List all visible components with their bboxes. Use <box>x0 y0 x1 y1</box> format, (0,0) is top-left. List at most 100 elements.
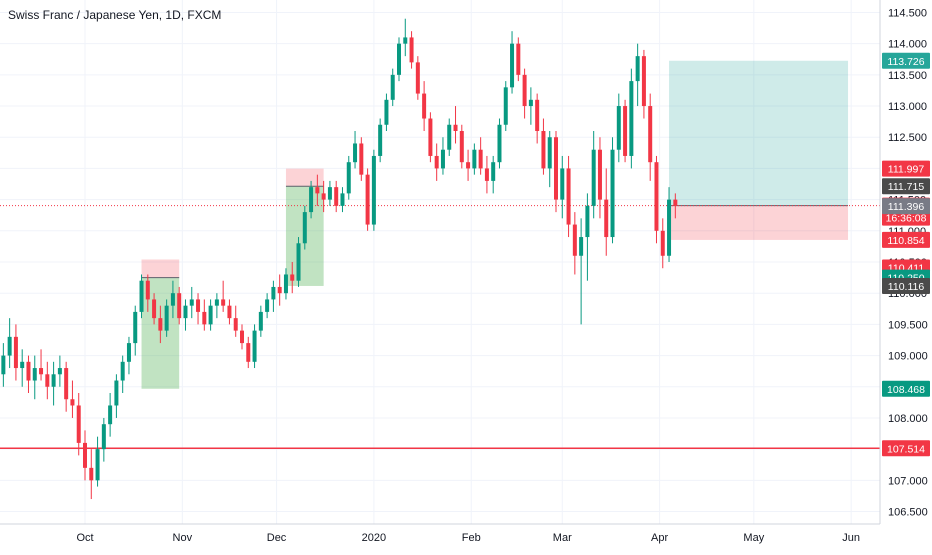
candle-body <box>51 374 56 387</box>
candle-body <box>214 299 219 306</box>
candle-body <box>89 467 94 481</box>
price-label-badge <box>882 198 930 215</box>
candle-body <box>522 74 527 107</box>
y-tick-label: 106.500 <box>888 507 928 519</box>
position-stop-zone <box>285 168 324 187</box>
candle-body <box>503 87 508 125</box>
candle-body <box>397 43 401 75</box>
candle-body <box>139 280 144 312</box>
candle-body <box>585 205 590 238</box>
price-label-badge <box>882 178 930 195</box>
candle-body <box>233 318 238 331</box>
x-tick-label: Feb <box>462 532 481 544</box>
candle-body <box>334 187 339 206</box>
y-tick-label: 114.000 <box>888 39 927 51</box>
candle-body <box>76 405 81 443</box>
candle-body <box>101 424 106 450</box>
x-tick-label: Oct <box>76 532 93 544</box>
price-label-badge <box>882 231 930 248</box>
candle-body <box>604 199 609 238</box>
price-label-text: 107.514 <box>887 443 925 455</box>
candle-body <box>635 56 640 82</box>
candle-body <box>623 106 628 156</box>
candle-body <box>560 168 565 200</box>
candle-body <box>629 81 634 156</box>
candle-body <box>415 62 420 94</box>
candle-body <box>535 99 540 131</box>
y-tick-label: 107.000 <box>888 475 928 487</box>
candle-body <box>114 380 119 406</box>
candle-body <box>428 118 433 156</box>
candle-body <box>283 274 288 294</box>
candle-body <box>453 124 458 131</box>
x-tick-label: Jun <box>842 532 860 544</box>
x-tick-label: Mar <box>553 532 572 544</box>
y-tick-label: 112.500 <box>888 132 927 144</box>
candle-body <box>491 162 496 181</box>
candle-body <box>346 162 351 194</box>
candle-body <box>422 93 427 119</box>
candle-body <box>327 187 332 200</box>
candle-body <box>26 361 31 381</box>
candle-body <box>579 237 584 256</box>
candle-body <box>641 56 646 107</box>
candle-body <box>240 330 244 344</box>
candle-body <box>70 399 75 406</box>
candle-body <box>321 193 326 200</box>
candle-body <box>7 336 12 356</box>
candle-body <box>591 149 596 206</box>
price-label-badge <box>882 440 930 457</box>
price-label-text: 111.997 <box>888 164 925 176</box>
candle-body <box>177 293 182 319</box>
x-tick-label: Nov <box>173 532 193 544</box>
candle-body <box>378 124 383 156</box>
x-tick-label: Apr <box>651 532 668 544</box>
candle-body <box>57 368 62 375</box>
candle-body <box>20 361 25 369</box>
candle-body <box>271 286 276 300</box>
position-stop-zone <box>669 205 849 240</box>
candle-body <box>152 299 157 319</box>
y-tick-label: 109.000 <box>888 351 928 363</box>
candle-body <box>572 224 577 256</box>
candle-body <box>258 311 263 331</box>
candle-body <box>164 305 169 331</box>
candle-body <box>478 149 483 169</box>
candle-body <box>13 336 18 369</box>
price-label-text: 108.468 <box>887 384 925 396</box>
candle-body <box>466 162 471 169</box>
candle-body <box>434 155 439 169</box>
candle-body <box>309 187 314 213</box>
candle-body <box>667 199 672 256</box>
candle-body <box>660 230 665 256</box>
candle-body <box>516 43 521 75</box>
position-stop-zone <box>141 259 180 278</box>
price-label-badge <box>882 277 930 294</box>
candle-body <box>616 106 621 150</box>
candle-body <box>246 343 251 362</box>
candle-body <box>610 149 615 238</box>
candle-body <box>459 131 464 163</box>
candle-body <box>359 143 364 175</box>
candle-body <box>541 131 546 169</box>
candle-body <box>1 355 6 375</box>
chart-title: Swiss Franc / Japanese Yen, 1D, FXCM <box>8 8 222 22</box>
candle-body <box>654 162 659 231</box>
y-tick-label: 108.000 <box>888 413 928 425</box>
candle-body <box>497 124 502 163</box>
candle-body <box>189 299 194 306</box>
candle-body <box>554 137 558 200</box>
price-label-text: 111.396 <box>888 201 925 213</box>
candle-body <box>183 305 188 319</box>
candle-body <box>403 37 408 44</box>
candle-body <box>227 305 232 319</box>
candle-body <box>390 74 395 100</box>
candle-body <box>315 187 320 194</box>
candle-body <box>265 299 270 312</box>
candle-body <box>296 243 301 281</box>
price-label-text: 111.715 <box>888 181 925 193</box>
candle-body <box>353 143 358 163</box>
candle-body <box>409 37 414 63</box>
candle-body <box>158 318 163 331</box>
